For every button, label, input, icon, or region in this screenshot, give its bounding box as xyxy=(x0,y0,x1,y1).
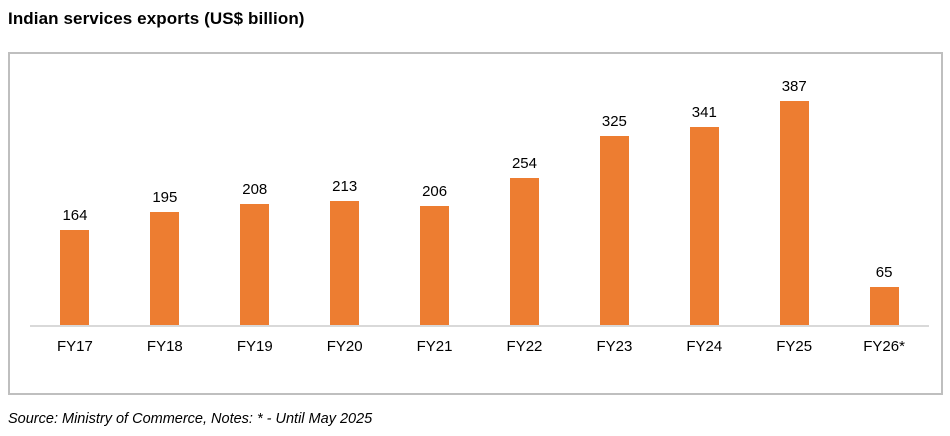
bar-value-label: 206 xyxy=(422,183,448,200)
bar-column: 65 xyxy=(839,264,929,325)
bar-column: 254 xyxy=(480,155,570,325)
bar-value-label: 195 xyxy=(152,189,178,206)
bar-column: 325 xyxy=(569,113,659,325)
bar-value-label: 254 xyxy=(511,155,537,172)
bar-column: 387 xyxy=(749,78,839,325)
page-title: Indian services exports (US$ billion) xyxy=(8,9,305,28)
x-axis-label: FY23 xyxy=(596,338,633,355)
bar xyxy=(599,136,629,325)
chart-frame: 164 195 208 213 206 254 325 341 387 65 FY17 FY18 FY… xyxy=(8,52,943,395)
bar-value-label: 387 xyxy=(781,78,807,95)
bar xyxy=(509,178,539,325)
bar xyxy=(330,201,360,325)
bar-column: 195 xyxy=(120,189,210,325)
x-axis-label: FY25 xyxy=(776,338,813,355)
bar-value-label: 65 xyxy=(875,264,893,281)
x-axis-label: FY20 xyxy=(326,338,363,355)
bar xyxy=(60,230,90,325)
bar-column: 206 xyxy=(390,183,480,325)
bar-value-label: 325 xyxy=(601,113,627,130)
bar-column: 213 xyxy=(300,178,390,325)
x-axis-label: FY18 xyxy=(146,338,183,355)
bar-value-label: 164 xyxy=(62,207,88,224)
bar xyxy=(869,287,899,325)
bar-chart: 164 195 208 213 206 254 325 341 387 65 xyxy=(30,54,929,327)
x-axis-label: FY19 xyxy=(236,338,273,355)
x-axis-label: FY17 xyxy=(57,338,93,355)
x-axis-labels: FY17 FY18 FY19 FY20 FY21 FY22 FY23 FY24 FY25 FY26… xyxy=(30,338,929,355)
x-axis-label: FY22 xyxy=(506,338,543,355)
x-axis-label: FY26* xyxy=(863,338,905,355)
x-axis-label: FY21 xyxy=(416,338,453,355)
bar-column: 341 xyxy=(659,104,749,325)
bar-column: 164 xyxy=(30,207,120,325)
bar xyxy=(689,127,719,325)
bar-column: 208 xyxy=(210,181,300,325)
bar xyxy=(779,101,809,325)
bar-value-label: 208 xyxy=(242,181,268,198)
bar-value-label: 341 xyxy=(691,104,717,121)
x-axis-label: FY24 xyxy=(686,338,723,355)
source-note: Source: Ministry of Commerce, Notes: * -… xyxy=(8,411,373,427)
bar xyxy=(150,212,180,325)
plot-area: 164 195 208 213 206 254 325 341 387 65 FY17 FY18 FY… xyxy=(10,54,941,355)
bar-value-label: 213 xyxy=(332,178,358,195)
bar xyxy=(240,204,270,325)
bar xyxy=(420,206,450,325)
